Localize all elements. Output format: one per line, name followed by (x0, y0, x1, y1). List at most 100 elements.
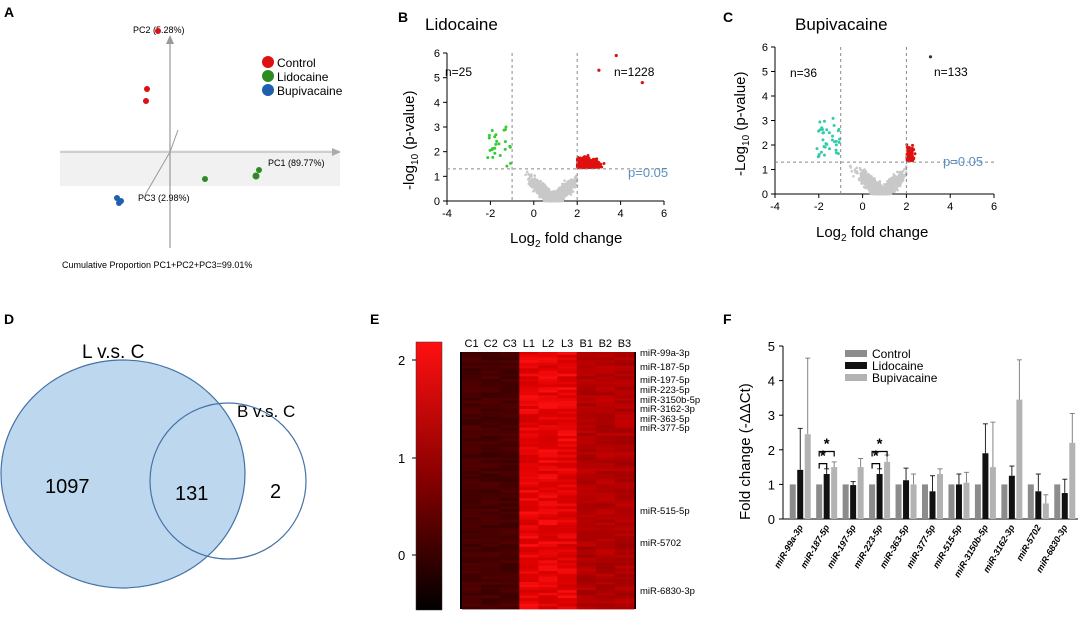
volcano-point-down (836, 152, 840, 156)
heatmap-cell (462, 406, 482, 410)
volcano-point (861, 180, 865, 183)
heatmap-cell (538, 495, 558, 499)
volcano-point (868, 178, 871, 182)
volcano-b-threshold-label: p=0.05 (628, 165, 668, 180)
heatmap-cell (576, 492, 597, 496)
heatmap-cell (557, 498, 578, 502)
heatmap-cell (462, 503, 482, 507)
heatmap-cell (481, 471, 501, 475)
heatmap-cell (557, 381, 578, 385)
volcano-point (868, 184, 872, 188)
heatmap-cell (595, 392, 616, 396)
volcano-point (890, 187, 893, 191)
volcano-point (884, 190, 887, 193)
heatmap-cell (595, 360, 616, 364)
volcano-point-up (913, 152, 917, 156)
heatmap-cell (557, 357, 578, 361)
volcano-point (892, 179, 895, 183)
panel-e: E 2 1 0 C1 C2 C3 L1 L2 L3 B1 B2 B3 miR-99a-3pmiR… (370, 311, 700, 611)
heatmap-cell (557, 487, 578, 491)
heatmap-cell (462, 508, 482, 513)
heatmap-cell (462, 506, 482, 510)
volcano-point (569, 190, 573, 194)
heatmap-cell (481, 484, 501, 488)
heatmap-cell (557, 506, 578, 510)
volcano-point-down (821, 138, 825, 142)
heatmap-cell (557, 446, 578, 450)
heatmap-cell (462, 500, 482, 504)
heatmap-cell (519, 487, 539, 491)
volcano-point-down (502, 128, 506, 132)
pca-legend-lidocaine: Lidocaine (277, 70, 329, 84)
heatmap-cell (519, 506, 539, 510)
heatmap-cell (538, 460, 558, 464)
heatmap-cell (595, 395, 616, 399)
volcano-point-down (834, 143, 838, 147)
heatmap-cell (462, 465, 482, 469)
heatmap-cell (595, 384, 616, 388)
heatmap-cell (576, 479, 597, 483)
pca-point-control (155, 28, 161, 34)
heatmap-cell (614, 419, 635, 423)
heatmap-cell (500, 416, 520, 421)
volcano-point (564, 188, 568, 191)
heatmap-cell (519, 511, 539, 515)
volcano-point-outlier (928, 55, 933, 59)
x-tick-label: -2 (486, 208, 496, 220)
heatmap-cell (462, 384, 482, 388)
heatmap-cell (481, 462, 501, 467)
heatmap-cell (538, 381, 558, 385)
heatmap-cell (462, 492, 482, 496)
volcano-point (560, 197, 563, 200)
heatmap-cell (462, 365, 482, 369)
heatmap-cell (576, 449, 597, 453)
heatmap-cell (614, 370, 635, 375)
volcano-point-down (818, 128, 822, 132)
heatmap-cell (481, 352, 501, 356)
volcano-c-threshold-label: p=0.05 (943, 154, 983, 169)
volcano-point (869, 190, 872, 193)
volcano-point (866, 180, 870, 184)
heatmap-cell (500, 389, 520, 393)
heatmap-cell (538, 400, 558, 404)
x-tick-label: -2 (814, 201, 824, 213)
heatmap-cell (614, 392, 635, 396)
heatmap-cell (538, 498, 558, 502)
heatmap-cell (576, 427, 597, 431)
heatmap-cell (538, 471, 558, 475)
heatmap-cell (462, 487, 482, 491)
heatmap-cell (481, 381, 501, 385)
heatmap-cell (614, 481, 635, 485)
heatmap-cell (538, 462, 558, 467)
heatmap-cell (576, 419, 597, 423)
heatmap-cell (595, 381, 616, 385)
heatmap-cell (462, 389, 482, 393)
heatmap-cell (519, 495, 539, 499)
heatmap-cell (614, 495, 635, 499)
volcano-b-ylabel: -log10 (p-value) (401, 91, 421, 191)
heatmap-cell (519, 365, 539, 369)
pca-point-lidocaine (256, 167, 262, 173)
heatmap-cell (462, 425, 482, 429)
heatmap-cell (538, 403, 558, 407)
heatmap-cell (462, 473, 482, 477)
heatmap-cell (557, 433, 578, 437)
heatmap-cell (576, 422, 597, 426)
heatmap-cell (576, 487, 597, 491)
heatmap-cell (538, 422, 558, 426)
heatmap-cell (595, 498, 616, 502)
volcano-point-down (819, 150, 823, 154)
heatmap-cell (481, 503, 501, 507)
heatmap-cell (519, 425, 539, 429)
volcano-point (528, 176, 531, 180)
heatmap-cell (557, 489, 578, 494)
volcano-point-up (594, 164, 598, 168)
heatmap-cell (595, 441, 616, 445)
y-tick-label: 4 (762, 91, 768, 103)
heatmap-cell (481, 411, 501, 415)
volcano-point (528, 179, 531, 183)
heatmap-cell (538, 503, 558, 507)
heatmap-cell (576, 411, 597, 415)
volcano-point-up (577, 159, 581, 163)
